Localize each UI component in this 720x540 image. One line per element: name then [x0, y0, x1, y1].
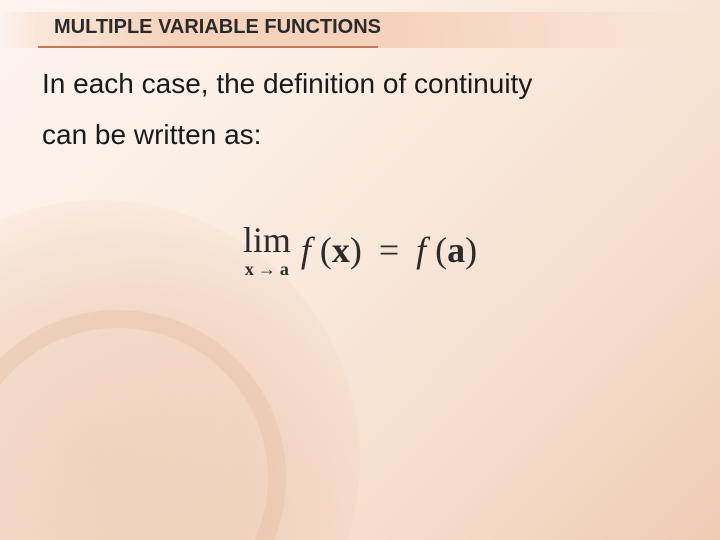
- continuity-equation: lim x → a f (x) = f (a): [0, 222, 720, 278]
- slide: MULTIPLE VARIABLE FUNCTIONS In each case…: [0, 0, 720, 540]
- body-line-1: In each case, the definition of continui…: [42, 62, 690, 105]
- limit-sub-a: a: [280, 260, 289, 278]
- limit-sub-arrow: →: [258, 260, 276, 278]
- equation-row: lim x → a f (x) = f (a): [243, 222, 477, 278]
- limit-word: lim: [243, 222, 291, 258]
- eq-close1: ): [350, 230, 362, 270]
- equation-main: f (x) = f (a): [301, 229, 477, 271]
- limit-sub-x: x: [245, 260, 254, 278]
- eq-equals: =: [371, 230, 407, 270]
- eq-f2: f: [416, 230, 426, 270]
- slide-body: In each case, the definition of continui…: [42, 62, 690, 165]
- body-line-2: can be written as:: [42, 113, 690, 156]
- title-underline: [38, 46, 378, 48]
- eq-arg2: a: [447, 230, 465, 270]
- eq-open1: (: [320, 230, 332, 270]
- slide-title: MULTIPLE VARIABLE FUNCTIONS: [54, 16, 381, 39]
- eq-f1: f: [301, 230, 311, 270]
- eq-arg1: x: [332, 230, 350, 270]
- limit-subscript: x → a: [245, 260, 289, 278]
- eq-close2: ): [465, 230, 477, 270]
- limit-block: lim x → a: [243, 222, 291, 278]
- eq-open2: (: [435, 230, 447, 270]
